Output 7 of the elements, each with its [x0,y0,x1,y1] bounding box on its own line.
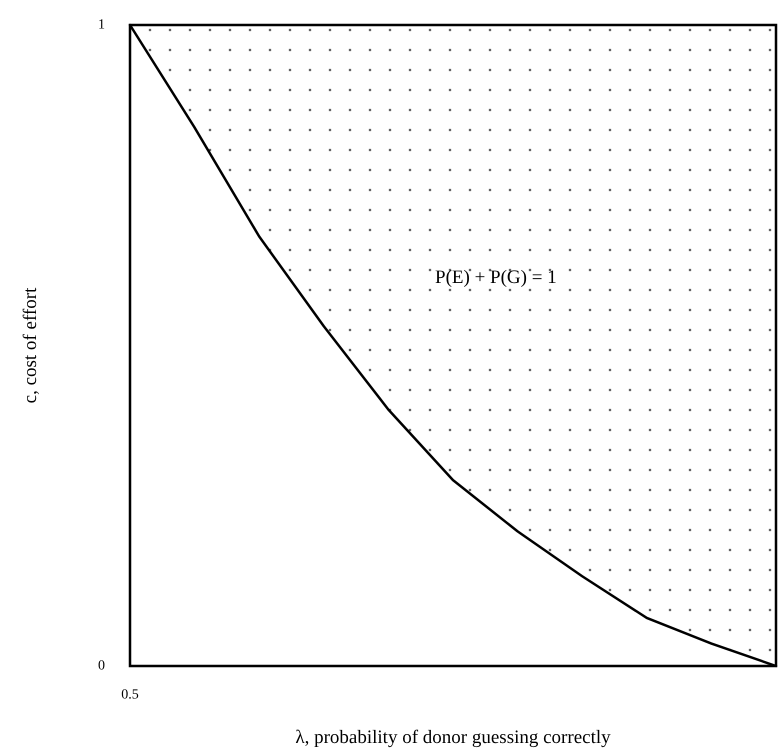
x-axis-title: λ, probability of donor guessing correctly [295,727,612,748]
x-tick-label: 0.5 [121,688,139,702]
annotation: P(E) + P(G) = 1 [435,267,557,288]
y-tick-label: 1 [98,18,105,32]
line-series [128,24,778,668]
y-axis-title: c, cost of effort [20,286,41,404]
y-tick-label: 0 [98,658,105,674]
